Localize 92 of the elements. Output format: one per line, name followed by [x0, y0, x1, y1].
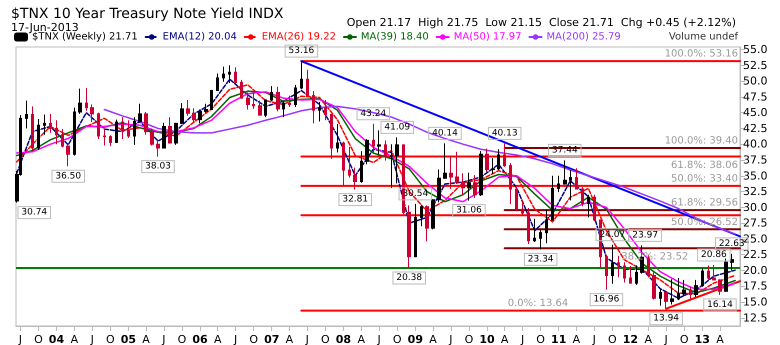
- x-tick-label: A: [429, 333, 438, 345]
- chart-subtitle: 17-Jun-2013: [11, 21, 79, 34]
- annotation: 20.86: [700, 250, 728, 260]
- x-tick-label: J: [664, 333, 668, 345]
- x-tick-label: O: [608, 333, 617, 345]
- y-tick-label: 42.5: [743, 122, 768, 135]
- annotation: 40.13: [492, 128, 518, 138]
- x-tick-label: 08: [336, 333, 352, 345]
- x-tick-label: J: [161, 333, 166, 345]
- x-tick-label: O: [536, 333, 546, 345]
- annotation: 13.94: [653, 314, 680, 324]
- x-tick-label: J: [232, 333, 238, 345]
- annotation: 16.96: [594, 294, 620, 305]
- annotation: 36.50: [55, 171, 82, 182]
- legend-label: MA(200) 25.79: [546, 32, 621, 42]
- x-tick-label: A: [572, 333, 581, 345]
- x-tick-label: 11: [551, 333, 566, 345]
- y-tick-label: 22.5: [743, 248, 768, 262]
- annotation: 20.38: [396, 273, 422, 284]
- x-tick-label: J: [592, 333, 596, 345]
- x-tick-label: J: [18, 333, 22, 345]
- annotation: 61.8%: 38.06: [671, 160, 738, 171]
- y-tick-label: 40.0: [743, 138, 768, 151]
- x-tick-label: 06: [192, 333, 208, 345]
- y-tick-label: 17.5: [743, 280, 768, 293]
- x-tick-label: A: [500, 333, 509, 345]
- annotation: 100.0%: 53.16: [664, 48, 738, 60]
- y-tick-label: 32.5: [743, 185, 768, 198]
- legend-label: EMA(26) 19.22: [262, 32, 336, 42]
- y-tick-label: 15.0: [743, 296, 768, 309]
- annotation: 38.03: [145, 162, 171, 172]
- x-tick-label: A: [644, 333, 653, 345]
- x-tick-label: A: [142, 333, 150, 345]
- x-tick-label: J: [376, 333, 381, 345]
- x-tick-label: J: [304, 333, 309, 345]
- y-tick-label: 55.0: [743, 43, 768, 56]
- y-tick-label: 27.5: [743, 216, 768, 230]
- y-tick-label: 37.5: [743, 153, 768, 166]
- x-tick-label: 12: [622, 333, 638, 345]
- y-tick-label: 20.0: [743, 264, 768, 277]
- y-tick-label: 12.5: [743, 311, 768, 324]
- annotation: 31.06: [456, 206, 482, 216]
- legend-label: MA(39) 18.40: [360, 32, 429, 42]
- x-tick-label: 04: [48, 333, 64, 345]
- legend-label: EMA(12) 20.04: [162, 32, 237, 42]
- x-tick-label: A: [70, 333, 79, 345]
- y-tick-label: 25.0: [743, 232, 768, 246]
- text: Volume undef: [668, 32, 738, 42]
- y-tick-label: 47.5: [743, 90, 768, 104]
- x-tick-label: A: [286, 333, 294, 345]
- y-tick-label: 52.5: [743, 58, 768, 72]
- x-tick-label: O: [321, 333, 330, 345]
- x-tick-label: O: [392, 333, 402, 345]
- annotation: 23.34: [528, 254, 554, 264]
- annotation: 41.09: [384, 122, 410, 132]
- x-tick-label: O: [680, 333, 689, 345]
- annotation: 22.63: [718, 238, 745, 249]
- annotation: 23.97: [632, 230, 658, 240]
- x-tick-label: O: [464, 333, 474, 345]
- x-tick-label: A: [214, 333, 222, 345]
- x-tick-label: 13: [694, 333, 710, 345]
- annotation: 61.8%: 29.56: [671, 198, 738, 209]
- y-tick-label: 30.0: [743, 200, 768, 214]
- x-tick-label: O: [178, 333, 187, 345]
- x-tick-label: 07: [264, 333, 280, 345]
- y-tick-label: 35.0: [743, 169, 768, 182]
- x-tick-label: J: [90, 333, 94, 345]
- annotation: 0.0%: 13.64: [508, 298, 568, 310]
- annotation: 40.14: [432, 128, 458, 138]
- chart-title: $TNX 10 Year Treasury Note Yield INDX: [11, 6, 284, 22]
- x-tick-label: O: [106, 333, 115, 345]
- annotation: 50.0%: 26.52: [671, 216, 738, 228]
- annotation: 53.16: [288, 46, 315, 56]
- x-tick-label: 09: [408, 333, 423, 345]
- legend-label: $TNX (Weekly) 21.71: [32, 32, 138, 42]
- x-tick-label: 10: [479, 333, 496, 345]
- annotation: 30.74: [21, 208, 48, 218]
- text: Open 21.17 High 21.75 Low 21.15 Close 21.71 Chg +0.45 (+2.12%): [346, 16, 736, 29]
- y-tick-label: 50.0: [743, 74, 768, 88]
- x-tick-label: O: [249, 333, 258, 345]
- x-tick-label: J: [448, 333, 452, 345]
- annotation: 50.0%: 33.40: [671, 173, 738, 184]
- x-tick-label: A: [716, 333, 724, 345]
- x-tick-label: 05: [120, 333, 136, 345]
- annotation: 16.14: [707, 300, 734, 310]
- legend-label: MA(50) 17.97: [454, 32, 522, 42]
- x-tick-label: J: [520, 333, 524, 345]
- x-tick-label: O: [34, 333, 44, 345]
- y-tick-label: 45.0: [743, 106, 768, 120]
- annotation: 32.81: [342, 194, 368, 205]
- annotation: 100.0%: 39.40: [664, 135, 738, 146]
- x-tick-label: A: [358, 333, 366, 345]
